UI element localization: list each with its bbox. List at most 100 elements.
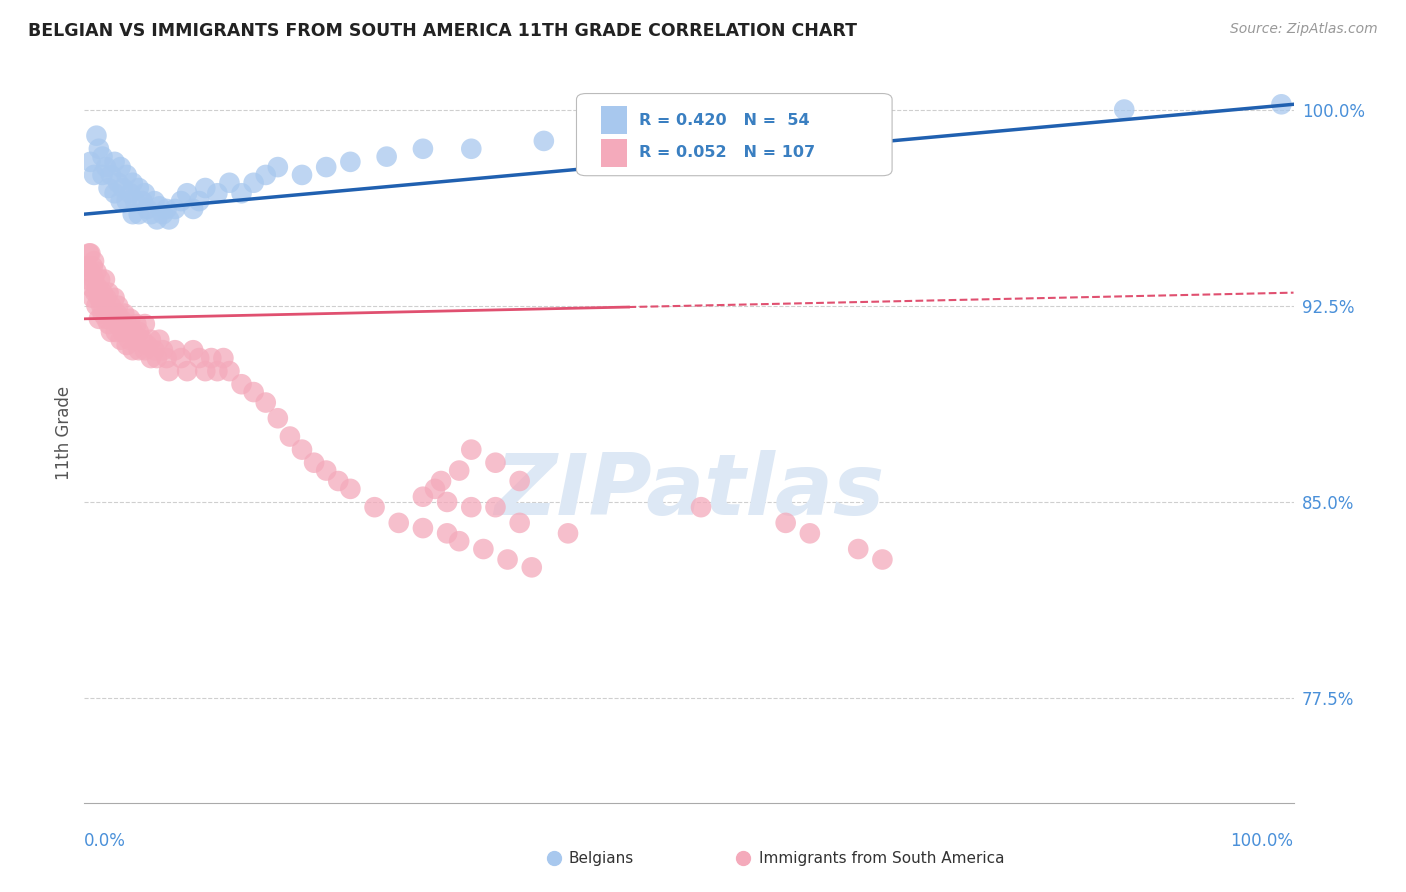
Point (254, 395, 277, 409)
Point (87, 311, 110, 326)
Point (557, 526, 579, 541)
Point (181, 202, 204, 216)
Point (83, 272, 105, 286)
Point (460, 442, 482, 457)
Point (94, 272, 117, 286)
Point (449, 534, 471, 549)
Point (124, 194, 146, 208)
Text: 0.0%: 0.0% (84, 832, 127, 850)
Point (115, 194, 138, 208)
Point (82, 291, 104, 305)
Point (86, 265, 108, 279)
Point (242, 176, 264, 190)
Point (115, 168, 138, 182)
Point (120, 311, 142, 326)
Point (104, 291, 127, 305)
Point (104, 325, 127, 339)
Point (496, 552, 519, 566)
Point (76, 260, 98, 274)
Point (690, 500, 713, 515)
Y-axis label: 11th Grade: 11th Grade (55, 385, 73, 480)
Point (339, 482, 361, 496)
Point (1270, 97, 1292, 112)
Point (152, 207, 174, 221)
Point (97, 317, 120, 331)
Point (315, 464, 337, 478)
Point (291, 442, 314, 457)
FancyBboxPatch shape (600, 138, 627, 167)
Point (128, 181, 150, 195)
Point (80, 280, 103, 294)
Point (460, 500, 482, 515)
Point (194, 181, 217, 195)
Point (121, 325, 143, 339)
Point (91, 168, 114, 182)
Point (278, 429, 301, 443)
Point (83, 254, 105, 268)
Point (520, 560, 543, 574)
Point (136, 338, 159, 352)
Point (412, 490, 434, 504)
Point (110, 160, 132, 174)
Point (134, 317, 156, 331)
Point (155, 351, 177, 365)
Point (104, 186, 127, 201)
Point (509, 516, 531, 530)
Point (121, 207, 143, 221)
Point (143, 194, 166, 208)
Point (97, 285, 120, 300)
Point (315, 160, 337, 174)
Text: R = 0.420   N =  54: R = 0.420 N = 54 (640, 112, 810, 128)
Point (242, 385, 264, 400)
Point (1114, 103, 1136, 117)
Point (124, 333, 146, 347)
Point (148, 333, 170, 347)
Point (87, 142, 110, 156)
Point (128, 207, 150, 221)
Point (176, 364, 198, 378)
Point (375, 150, 398, 164)
Point (79, 246, 101, 260)
Point (128, 325, 150, 339)
Point (94, 291, 117, 305)
Point (170, 351, 193, 365)
Point (86, 299, 108, 313)
Point (110, 311, 132, 326)
Point (120, 186, 142, 201)
Point (87, 291, 110, 305)
Point (200, 351, 222, 365)
Point (165, 202, 187, 216)
Point (131, 194, 153, 208)
Point (115, 317, 138, 331)
Point (100, 325, 122, 339)
Text: 100.0%: 100.0% (1230, 832, 1294, 850)
Point (152, 343, 174, 358)
Point (170, 194, 193, 208)
Point (412, 142, 434, 156)
Point (155, 202, 177, 216)
Point (267, 411, 290, 425)
Point (423, 482, 446, 496)
Point (328, 474, 350, 488)
Point (231, 186, 253, 201)
Point (799, 526, 821, 541)
Point (110, 333, 132, 347)
Point (86, 128, 108, 143)
Point (533, 134, 555, 148)
Point (509, 474, 531, 488)
Point (84, 285, 107, 300)
Point (104, 311, 127, 326)
Point (291, 168, 314, 182)
Point (118, 333, 141, 347)
Point (146, 212, 169, 227)
Point (775, 516, 797, 530)
Point (112, 181, 135, 195)
Point (121, 176, 143, 190)
Point (460, 142, 482, 156)
Point (139, 351, 162, 365)
Point (136, 202, 159, 216)
Text: Immigrants from South America: Immigrants from South America (759, 851, 1004, 866)
Point (484, 500, 506, 515)
Point (207, 186, 229, 201)
Point (267, 160, 290, 174)
